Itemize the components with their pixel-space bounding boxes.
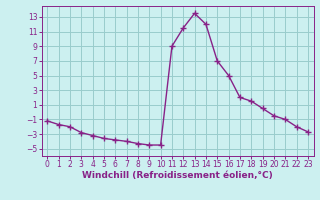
X-axis label: Windchill (Refroidissement éolien,°C): Windchill (Refroidissement éolien,°C) (82, 171, 273, 180)
